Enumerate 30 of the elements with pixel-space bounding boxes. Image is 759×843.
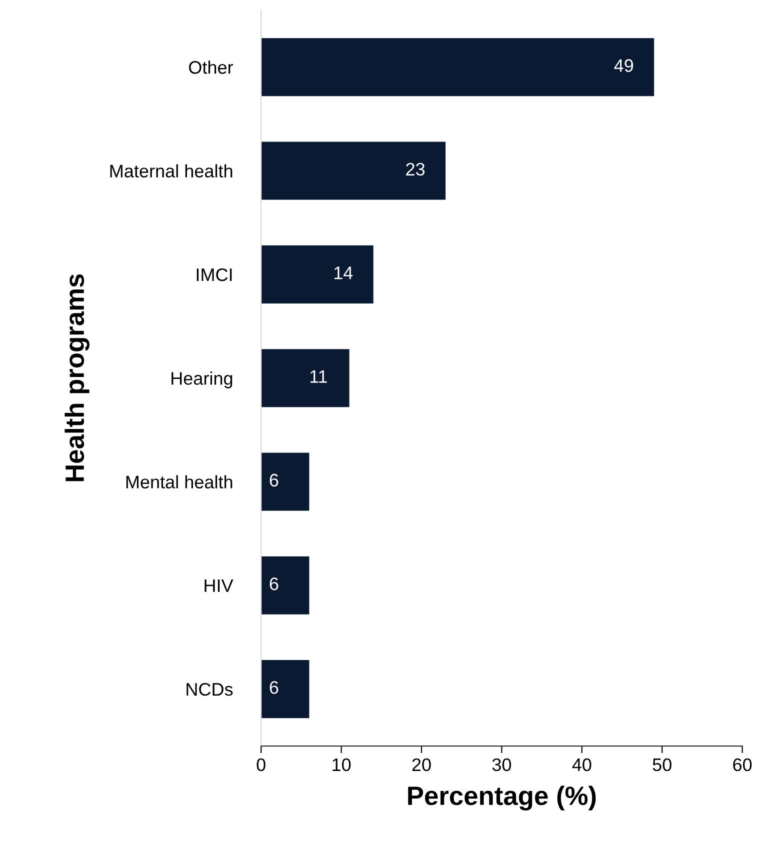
data-label: 6 (270, 577, 278, 590)
data-label: 11 (310, 370, 327, 383)
bar (261, 38, 654, 96)
data-label: 23 (406, 162, 425, 176)
data-label: 6 (270, 474, 278, 487)
y-tick-label: Other (189, 60, 234, 74)
bar (261, 245, 374, 304)
y-tick-label: IMCI (196, 268, 232, 282)
x-tick-label: 0 (256, 758, 266, 772)
y-tick-label: Maternal health (110, 164, 232, 178)
data-label: 49 (614, 59, 634, 72)
bar (261, 349, 350, 408)
bar (261, 556, 310, 614)
x-tick-label: 40 (572, 758, 592, 772)
y-tick-label: HIV (204, 580, 234, 592)
y-tick-label: NCDs (186, 682, 233, 696)
x-tick-label: 50 (652, 758, 672, 772)
y-tick-label: Hearing (172, 372, 232, 388)
x-tick-label: 10 (332, 758, 351, 772)
bar (261, 452, 310, 511)
x-tick-label: 30 (492, 758, 512, 772)
x-axis-title: Percentage (%) (408, 786, 596, 811)
x-tick-label: 20 (412, 758, 431, 772)
y-tick-label: Mental health (126, 475, 232, 488)
bar (261, 660, 310, 718)
data-label: 14 (334, 266, 353, 280)
y-axis-title: Health programs (64, 274, 90, 482)
x-tick-label: 60 (733, 758, 752, 772)
data-label: 6 (270, 681, 278, 694)
bar (261, 142, 446, 200)
